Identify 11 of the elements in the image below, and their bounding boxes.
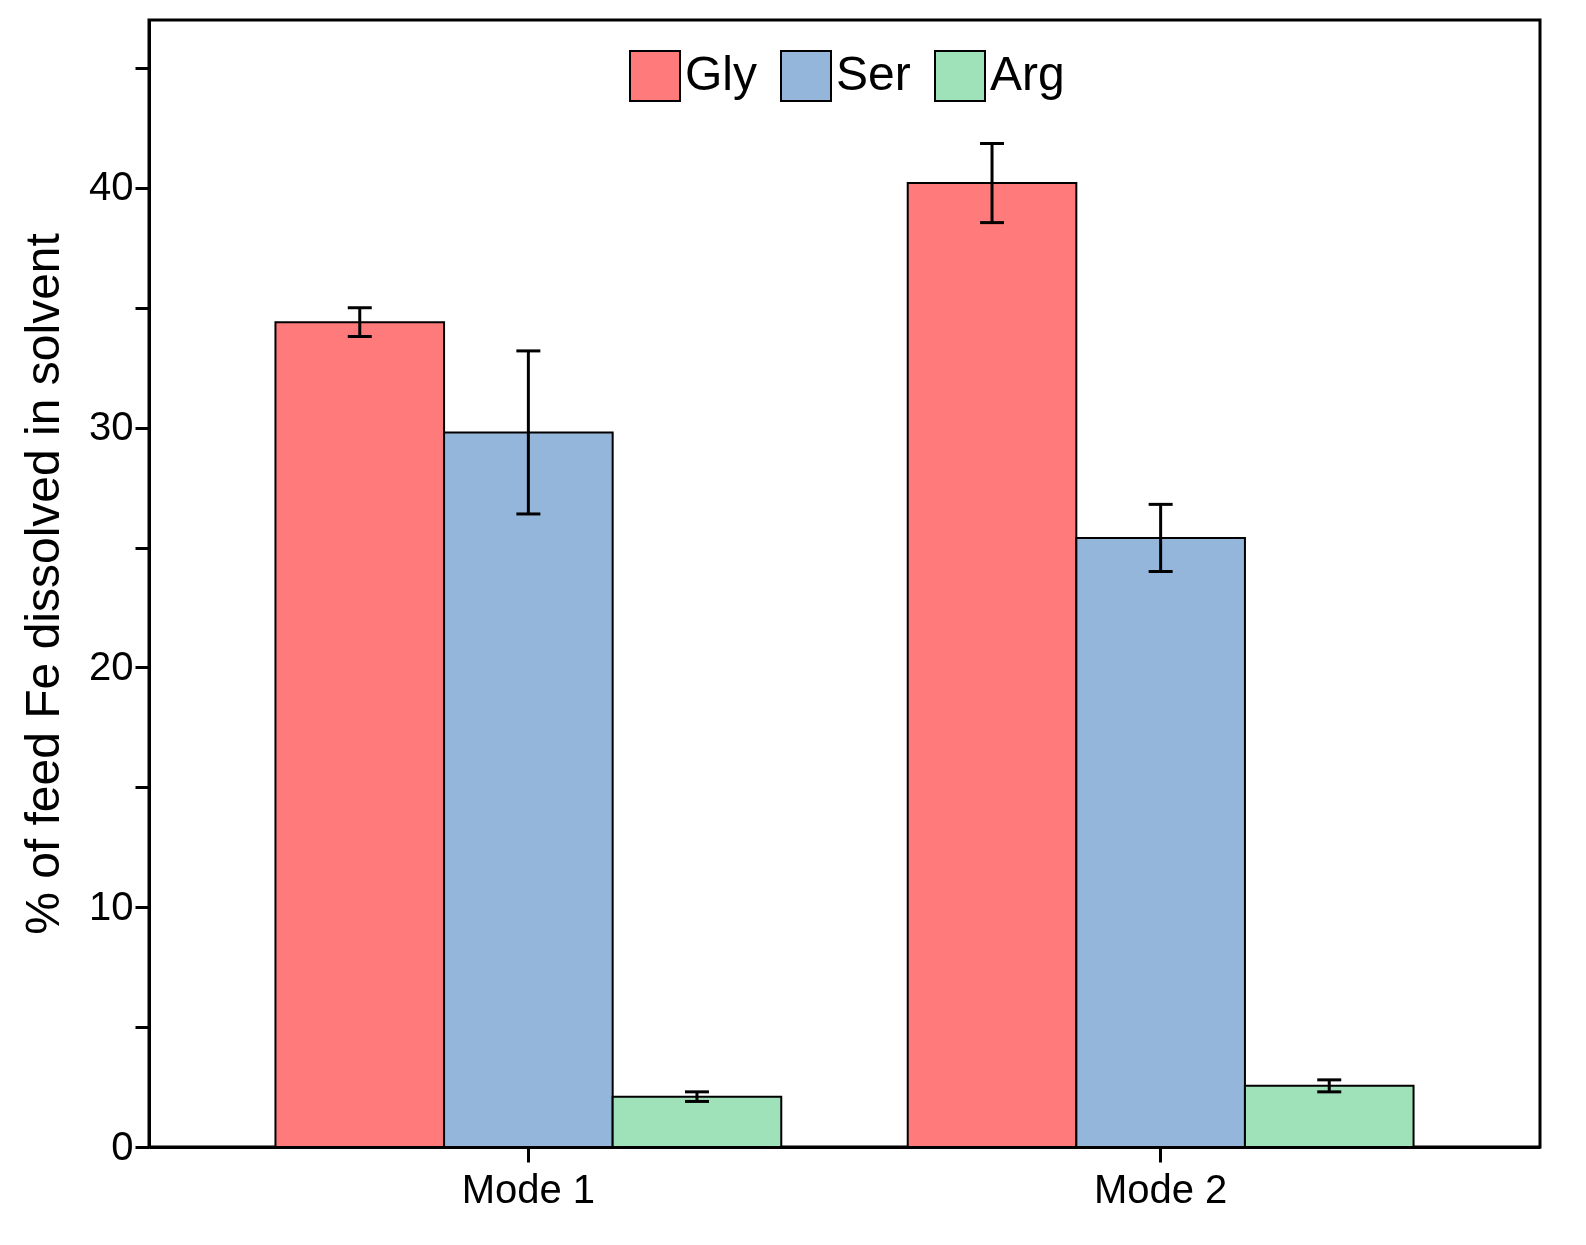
y-tick-label: 20 bbox=[89, 643, 134, 688]
y-tick-label: 10 bbox=[89, 883, 134, 928]
legend-label: Gly bbox=[685, 47, 757, 100]
x-tick-label: Mode 2 bbox=[1093, 1166, 1228, 1211]
y-tick-label: 40 bbox=[89, 164, 134, 209]
y-axis-title: % of feed Fe dissolved in solvent bbox=[16, 233, 70, 935]
x-tick-label: Mode 1 bbox=[461, 1166, 596, 1211]
legend-label: Arg bbox=[990, 47, 1065, 100]
y-tick-label: 30 bbox=[89, 404, 134, 449]
y-tick-label: 0 bbox=[111, 1123, 134, 1168]
legend-label: Ser bbox=[836, 47, 911, 100]
